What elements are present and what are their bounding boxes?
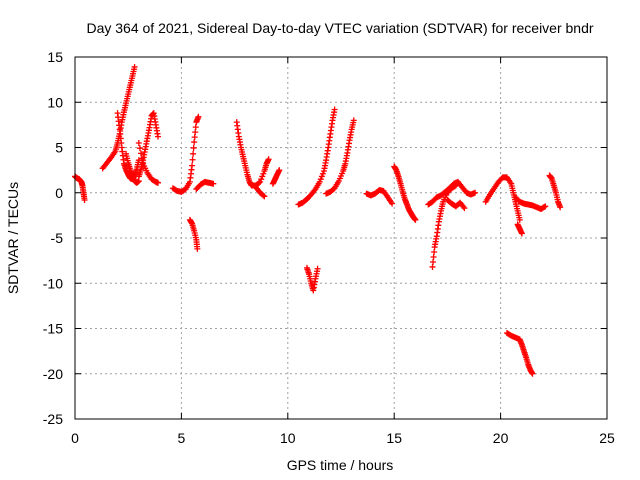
y-tick-label-1: -20 [43,366,63,382]
series-20 [482,174,523,223]
point-marker [260,170,267,177]
point-marker [265,156,272,163]
point-marker [319,170,326,177]
point-marker [276,167,283,174]
y-tick-label-7: 10 [47,94,63,110]
point-marker [261,193,268,200]
point-marker [389,200,396,207]
axis-ticks: 0 5 10 15 20 25 -25 -20 -15 -10 -5 0 5 10 15 [43,49,615,446]
point-marker [412,216,419,223]
series-24 [546,172,564,211]
point-marker [318,173,325,180]
series-6 [169,113,202,195]
point-marker [258,176,265,183]
chart-title: Day 364 of 2021, Sidereal Day-to-day VTE… [86,20,593,36]
data-points [72,63,564,377]
series-19 [444,196,468,212]
series-5 [135,139,161,186]
series-14 [323,117,357,197]
point-marker [194,245,201,252]
series-13 [303,264,321,294]
y-tick-label-3: -10 [43,275,63,291]
point-marker [317,176,324,183]
point-marker [541,204,548,211]
point-marker [154,179,161,186]
point-marker [259,173,266,180]
series-21 [514,221,525,237]
point-marker [135,139,142,146]
series-15 [363,187,396,207]
point-marker [136,145,143,152]
x-tick-label-1: 5 [178,430,186,446]
y-tick-label-0: -25 [43,411,63,427]
point-marker [260,192,267,199]
point-marker [154,133,161,140]
point-marker [256,179,263,186]
y-tick-label-4: -5 [51,230,64,246]
series-11 [269,167,283,187]
point-marker [542,203,549,210]
point-marker [190,144,197,151]
x-tick-label-3: 15 [386,430,402,446]
point-marker [516,216,523,223]
point-marker [190,150,197,157]
series-22 [503,330,536,377]
point-marker [131,63,138,70]
y-tick-label-6: 5 [55,140,63,156]
series-3 [123,150,142,186]
point-marker [472,189,479,196]
y-tick-label-2: -15 [43,321,63,337]
point-marker [257,178,264,185]
y-axis-title: SDTVAR / TECUs [5,182,21,294]
point-marker [189,162,196,169]
y-tick-label-8: 15 [47,49,63,65]
series-7 [186,216,201,252]
series-8 [193,178,217,193]
series-10 [252,184,268,200]
series-0 [72,173,88,203]
x-tick-label-5: 25 [599,430,615,446]
point-marker [529,370,536,377]
point-marker [195,113,202,120]
point-marker [314,265,321,272]
point-marker [518,230,525,237]
series-12 [295,106,338,208]
x-tick-label-0: 0 [71,430,79,446]
series-23 [512,194,549,213]
point-marker [189,156,196,163]
series-18 [425,178,479,208]
point-marker [461,205,468,212]
x-axis-title: GPS time / hours [287,457,394,473]
series-16 [391,163,419,223]
point-marker [137,150,144,157]
grid-lines [75,57,607,419]
series-9 [233,119,272,189]
y-tick-label-5: 0 [55,185,63,201]
point-marker [350,117,357,124]
point-marker [331,106,338,113]
x-tick-label-2: 10 [280,430,296,446]
series-1 [99,63,138,172]
point-marker [557,204,564,211]
point-marker [81,196,88,203]
point-marker [139,155,146,162]
point-marker [210,180,217,187]
point-marker [316,178,323,185]
x-tick-label-4: 20 [493,430,509,446]
series-4 [135,110,161,180]
